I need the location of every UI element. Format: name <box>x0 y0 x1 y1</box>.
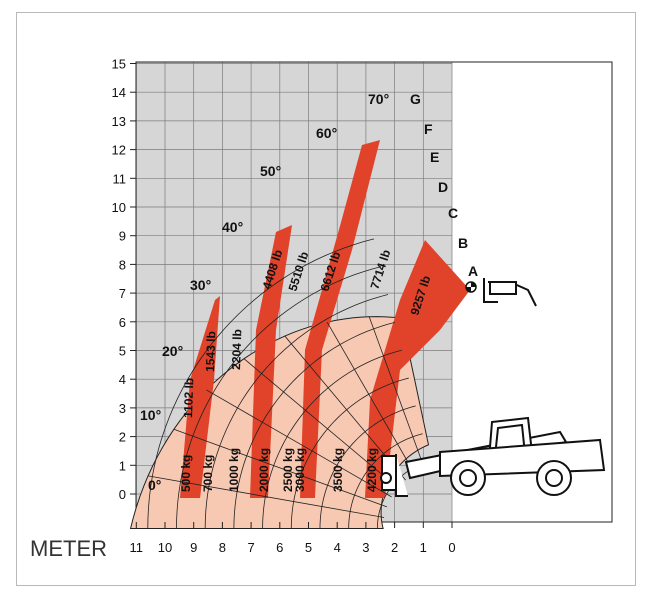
x-tick-label: 8 <box>219 540 226 555</box>
x-tick-label: 0 <box>448 540 455 555</box>
zone-kg-label: 3500 kg <box>331 448 345 492</box>
reach-arc <box>290 377 409 529</box>
reach-arc <box>176 266 382 529</box>
angle-ray <box>206 389 392 498</box>
y-tick-label: 0 <box>119 487 126 502</box>
y-tick-label: 9 <box>119 229 126 244</box>
zone-lb-label: 1543 lb <box>203 331 218 372</box>
zone-kg-label: 2000 kg <box>257 448 271 492</box>
angle-label: 70° <box>368 91 389 107</box>
x-tick-label: 10 <box>158 540 172 555</box>
forks-icon <box>483 278 537 307</box>
angle-label: 10° <box>140 407 161 423</box>
extension-label: A <box>468 263 478 279</box>
y-tick-label: 8 <box>119 257 126 272</box>
x-tick-label: 4 <box>334 540 341 555</box>
load-band-dark <box>300 140 380 498</box>
zone-kg-label: 3000 kg <box>293 448 307 492</box>
angle-label: 0° <box>148 477 161 493</box>
reach-arc <box>204 294 389 529</box>
angle-ray <box>326 321 416 474</box>
x-axis-title: METER <box>30 536 107 561</box>
y-tick-label: 13 <box>112 114 126 129</box>
extension-label: F <box>424 121 433 137</box>
figure-frame <box>16 12 636 586</box>
x-tick-label: 2 <box>391 540 398 555</box>
load-band-dark <box>250 225 292 498</box>
reach-arc <box>319 405 416 529</box>
y-tick-label: 6 <box>119 315 126 330</box>
y-tick-label: 14 <box>112 85 126 100</box>
angle-ray <box>173 428 388 508</box>
y-tick-label: 3 <box>119 401 126 416</box>
angle-label: 50° <box>260 163 281 179</box>
y-tick-label: 7 <box>119 286 126 301</box>
reach-arc <box>233 321 395 529</box>
reach-arc <box>262 349 402 529</box>
extension-label: E <box>430 149 439 165</box>
zone-lb-label: 2204 lb <box>229 329 244 370</box>
extension-label: C <box>448 205 458 221</box>
x-tick-label: 5 <box>305 540 312 555</box>
extension-arcs <box>147 238 430 529</box>
y-tick-label: 15 <box>112 57 126 72</box>
angle-ray <box>243 358 399 489</box>
zone-kg-label: 700 kg <box>201 455 215 492</box>
zone-lb-label: 1102 lb <box>181 378 196 418</box>
telehandler-icon <box>380 416 606 497</box>
reach-arc <box>147 238 375 529</box>
angle-labels: 0° 10° 20° 30° 40° 50° 60° 70° <box>140 91 389 493</box>
extension-label: G <box>410 91 421 107</box>
x-tick-label: 1 <box>420 540 427 555</box>
extension-label: B <box>458 235 468 251</box>
angle-label: 40° <box>222 219 243 235</box>
y-tick-label: 12 <box>112 143 126 158</box>
x-tick-label: 3 <box>362 540 369 555</box>
angle-label: 60° <box>316 125 337 141</box>
angle-ray <box>148 475 385 518</box>
angle-label: 30° <box>190 277 211 293</box>
reach-arc <box>348 433 423 529</box>
y-tick-label: 4 <box>119 372 126 387</box>
angle-label: 20° <box>162 343 183 359</box>
pivot-marker-icon <box>465 281 477 293</box>
y-tick-label: 5 <box>119 344 126 359</box>
x-tick-label: 6 <box>276 540 283 555</box>
angle-ray <box>368 316 426 470</box>
x-tick-label: 9 <box>190 540 197 555</box>
x-tick-label: 7 <box>247 540 254 555</box>
extension-label: D <box>438 179 448 195</box>
y-tick-label: 2 <box>119 430 126 445</box>
x-tick-label: 11 <box>130 540 144 555</box>
zone-kg-label: 1000 kg <box>227 448 241 492</box>
y-tick-label: 10 <box>112 200 126 215</box>
y-tick-label: 11 <box>113 171 127 186</box>
y-tick-label: 1 <box>119 458 126 473</box>
x-tick-labels: 11 10 9 8 7 6 5 4 3 2 1 0 <box>130 522 456 555</box>
zone-kg-label: 4200 kg <box>365 448 379 492</box>
zone-kg-label: 2500 kg <box>281 448 295 492</box>
zone-kg-label: 500 kg <box>179 455 193 492</box>
